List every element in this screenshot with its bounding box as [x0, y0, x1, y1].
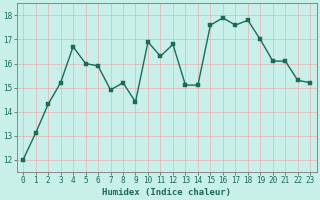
- X-axis label: Humidex (Indice chaleur): Humidex (Indice chaleur): [102, 188, 231, 197]
